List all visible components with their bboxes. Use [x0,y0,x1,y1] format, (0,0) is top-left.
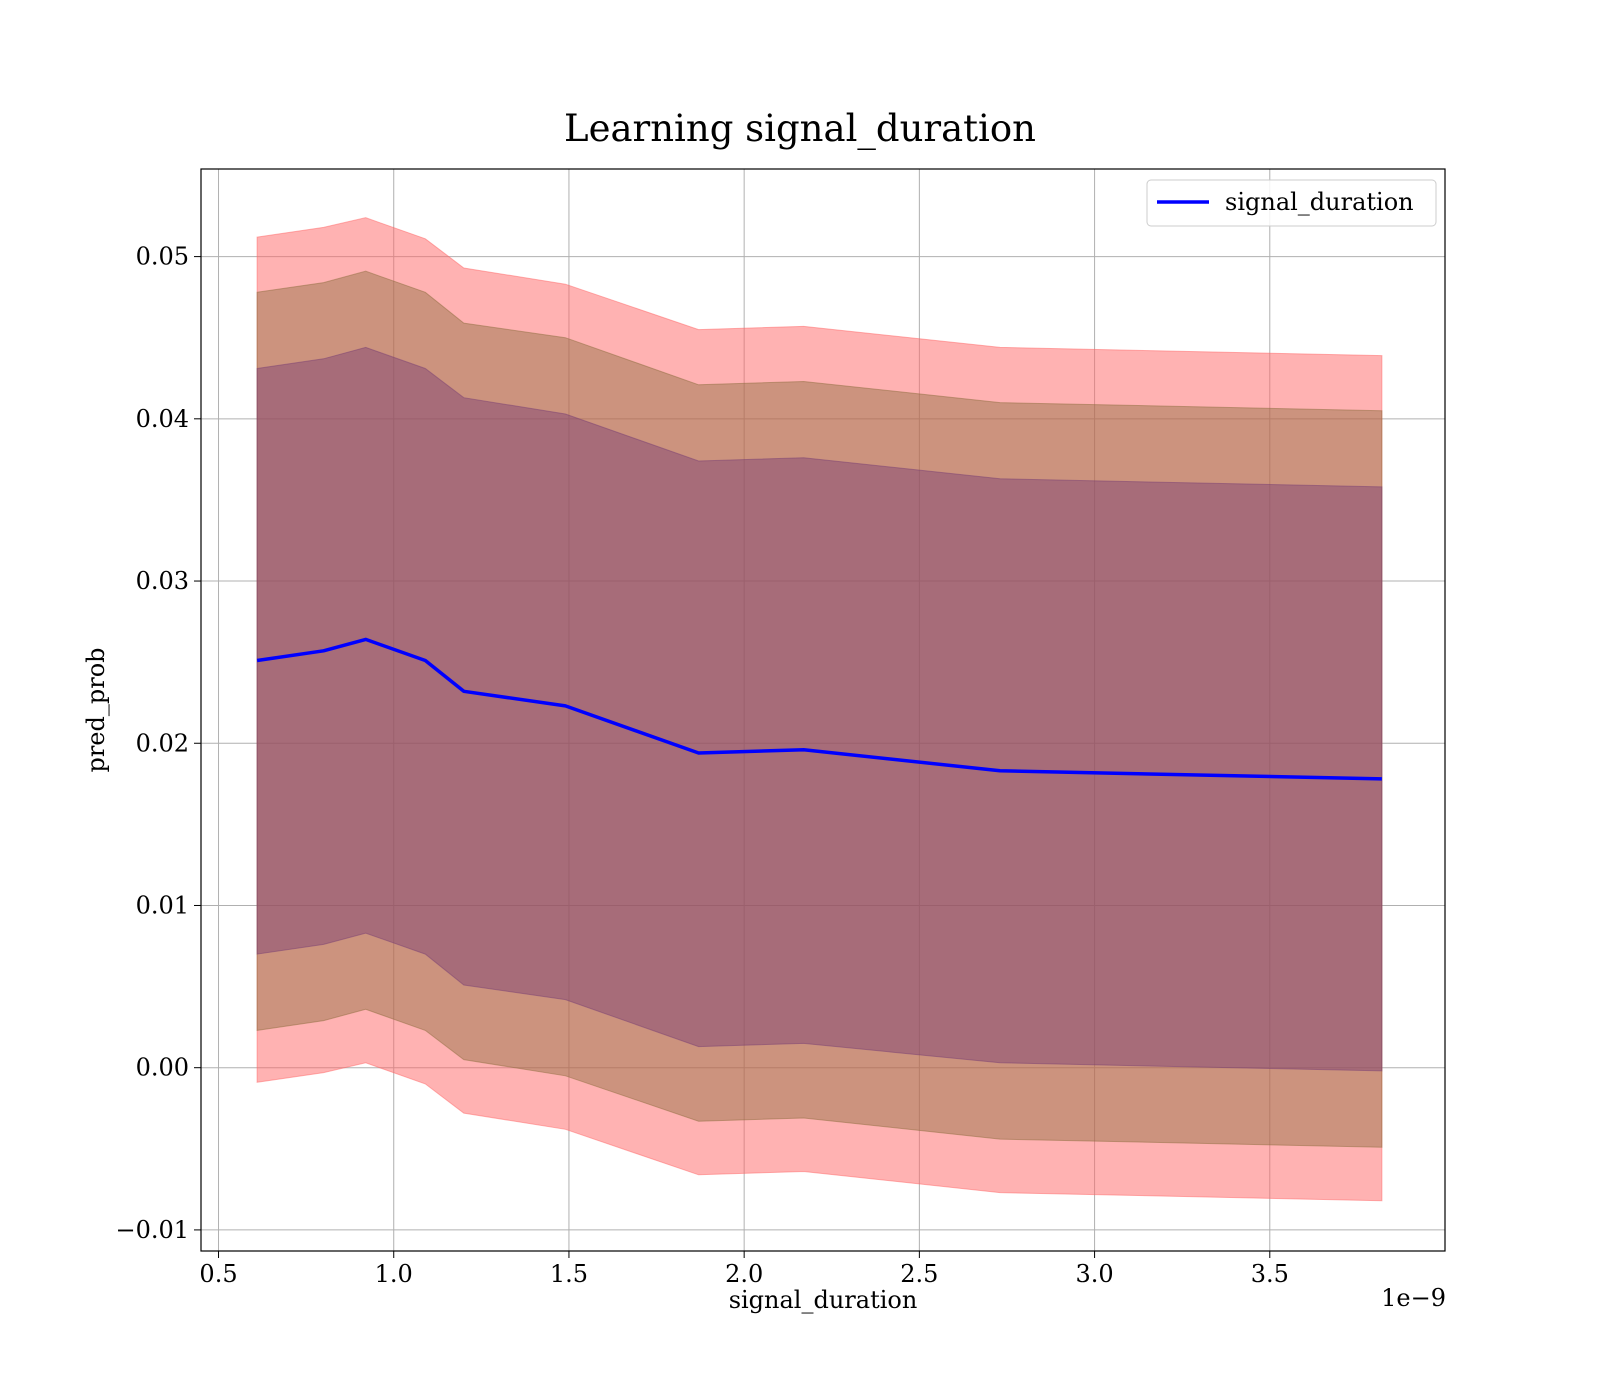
confidence-bands [256,217,1383,1202]
x-tick-label: 1.0 [375,1260,413,1288]
x-tick-label: 2.5 [900,1260,938,1288]
y-tick-label: 0.01 [136,891,189,919]
y-tick-label: 0.05 [136,243,189,271]
y-tick-label: 0.03 [136,567,189,595]
confidence-band [256,217,1383,1202]
legend-box [1146,179,1437,227]
legend: signal_duration [1146,179,1437,227]
y-tick-label: 0.00 [136,1054,189,1082]
y-tick-label: 0.02 [136,729,189,757]
plot-frame [200,168,1446,1252]
x-tick-label: 2.0 [725,1260,763,1288]
y-axis-ticks: −0.01 0.00 0.01 0.02 0.03 0.04 0.05 [115,243,201,1244]
y-tick-label: −0.01 [115,1216,189,1244]
chart-title: Learning signal_duration [564,107,1036,151]
x-axis-label: signal_duration [729,1286,918,1314]
confidence-band [256,346,1383,1072]
confidence-band [256,270,1383,1148]
x-tick-label: 3.5 [1251,1260,1289,1288]
x-tick-label: 0.5 [199,1260,237,1288]
y-axis-label: pred_prob [82,647,110,772]
series-lines [256,637,1382,781]
y-tick-label: 0.04 [136,405,189,433]
x-tick-label: 3.0 [1075,1260,1113,1288]
x-axis-ticks: 0.5 1.0 1.5 2.0 2.5 3.0 3.5 [199,1251,1289,1288]
x-axis-offset-label: 1e−9 [1381,1284,1446,1312]
series-line [256,637,1382,781]
legend-label: signal_duration [1225,188,1414,216]
x-tick-label: 1.5 [550,1260,588,1288]
